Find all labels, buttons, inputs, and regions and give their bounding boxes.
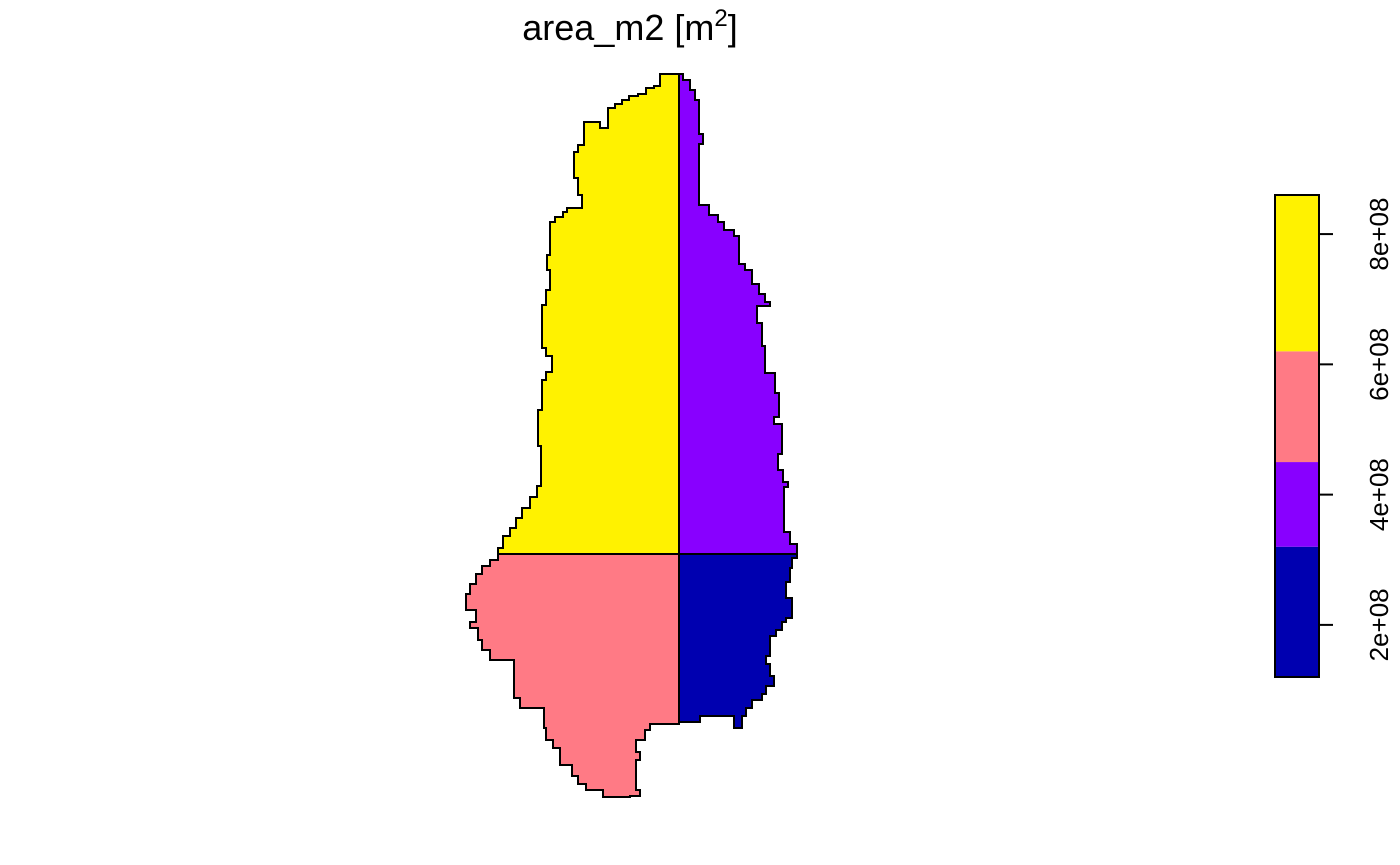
legend-color-bin (1275, 462, 1319, 547)
legend-tick-label: 2e+08 (1364, 588, 1394, 661)
legend-tick-label: 4e+08 (1364, 458, 1394, 531)
legend-color-bin (1275, 546, 1319, 677)
legend-color-bin (1275, 351, 1319, 463)
color-legend: 2e+08 4e+08 6e+08 8e+08 (1274, 194, 1394, 678)
legend-color-bin (1275, 195, 1319, 352)
legend-tick-label: 6e+08 (1364, 328, 1394, 401)
legend-tick-label: 8e+08 (1364, 198, 1394, 271)
legend-color-bars (1275, 195, 1319, 677)
map-regions (465, 73, 798, 798)
map-title-main: area_m2 [m (522, 7, 714, 48)
region-northwest (497, 73, 680, 555)
region-northeast (678, 73, 798, 555)
region-southwest (465, 553, 680, 798)
map-title-close: ] (728, 7, 738, 48)
map-title: area_m2 [m2] (522, 5, 737, 48)
map-title-superscript: 2 (714, 5, 727, 32)
legend-frame (1274, 194, 1320, 678)
region-southeast (678, 553, 798, 729)
legend-ticks: 2e+08 4e+08 6e+08 8e+08 (1319, 198, 1394, 661)
